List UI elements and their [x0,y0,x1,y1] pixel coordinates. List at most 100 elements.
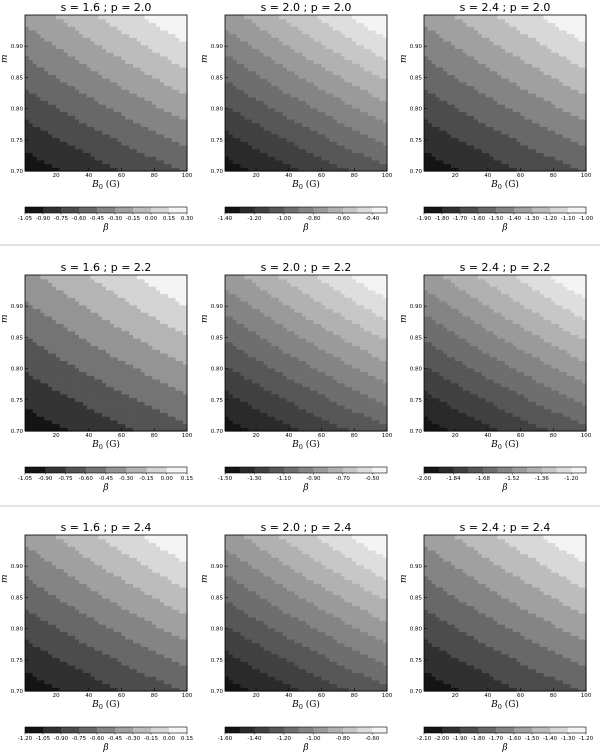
contour-band [532,141,537,146]
contour-band [117,48,123,53]
contour-band [489,63,495,68]
contour-band [109,115,115,120]
contour-band [136,126,142,131]
contour-band [63,100,69,105]
contour-band [44,104,49,109]
contour-band [302,15,307,20]
contour-band [240,22,245,27]
contour-band [82,85,88,90]
contour-band [144,81,150,87]
contour-band [493,145,498,150]
contour-band [481,63,487,68]
contour-band [133,48,138,53]
contour-band [505,85,510,90]
contour-band [44,63,49,68]
contour-band [225,78,230,83]
contour-band [317,115,323,120]
contour-band [167,133,173,139]
contour-band [454,70,460,76]
contour-band [340,122,346,128]
contour-band [28,89,34,94]
contour-band [133,44,138,50]
contour-band [539,29,545,35]
contour-band [244,55,249,61]
contour-band [109,133,115,139]
contour-band [516,148,522,154]
contour-band [228,141,234,146]
contour-band [505,141,510,146]
contour-band [298,44,303,50]
contour-band [329,44,334,50]
contour-band [71,111,76,116]
contour-band [321,89,326,94]
contour-band [171,52,177,57]
contour-band [160,152,165,157]
contour-band [447,141,452,146]
contour-band [336,55,342,61]
contour-band [294,89,299,94]
contour-band [375,89,380,94]
contour-band [259,133,265,139]
contour-band [271,107,276,113]
contour-band [160,70,165,76]
contour-band [290,81,296,87]
contour-band [25,89,30,94]
contour-band [379,130,384,135]
contour-band [267,81,272,87]
contour-band [160,126,165,131]
contour-band [306,137,311,142]
contour-band [113,93,119,98]
contour-band [424,104,429,109]
contour-band [443,130,448,135]
contour-band [255,126,261,131]
contour-band [275,115,280,120]
contour-band [244,163,249,168]
contour-band [240,130,245,135]
contour-band [424,63,429,68]
contour-band [512,22,518,27]
contour-band [175,126,180,131]
contour-band [360,59,365,64]
contour-band [163,145,169,150]
contour-band [497,89,502,94]
contour-band [367,119,373,124]
contour-band [493,48,498,53]
contour-band [160,74,165,79]
contour-band [535,133,541,139]
contour-band [478,96,483,102]
contour-band [152,18,157,24]
contour-band [117,145,123,150]
contour-band [325,104,330,109]
contour-band [136,107,142,113]
contour-band [113,29,119,35]
contour-band [125,63,130,68]
contour-band [90,48,96,53]
contour-band [462,85,468,90]
contour-band [427,119,433,124]
contour-band [82,93,88,98]
contour-band [271,74,276,79]
contour-band [302,29,307,35]
contour-band [294,96,299,102]
colorbar-segment [61,207,80,213]
contour-band [489,29,495,35]
contour-band [294,74,299,79]
contour-band [71,133,76,139]
contour-band [148,159,153,165]
contour-band [356,93,361,98]
contour-band [290,70,296,76]
contour-band [98,148,103,154]
contour-band [466,37,471,42]
contour-band [25,96,30,102]
contour-band [48,107,53,113]
contour-band [371,141,377,146]
contour-band [451,115,456,120]
contour-band [427,100,433,105]
contour-band [309,18,315,24]
contour-band [67,26,72,31]
contour-band [524,104,529,109]
contour-band [183,52,188,57]
contour-band [117,74,123,79]
contour-band [109,163,115,168]
contour-band [505,104,510,109]
